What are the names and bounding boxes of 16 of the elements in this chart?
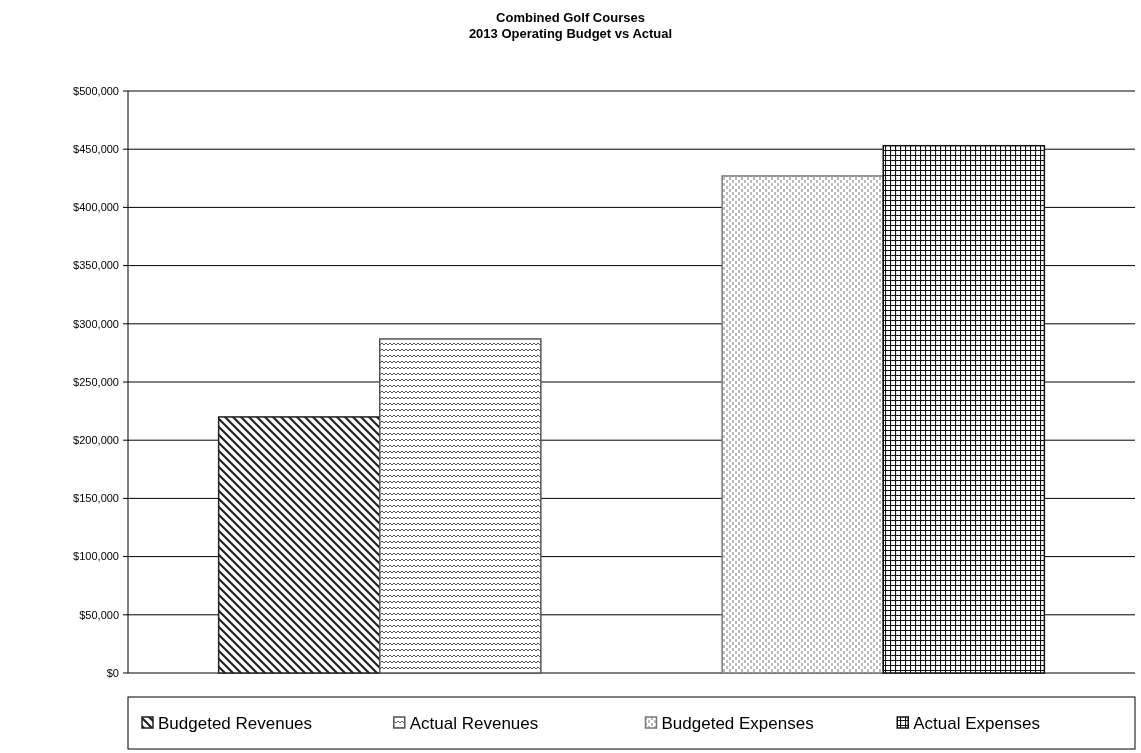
chart-title: Combined Golf Courses 2013 Operating Budget vs Actual	[468, 10, 673, 41]
y-tick-label: $200,000	[73, 434, 119, 447]
legend-label: Actual Revenues	[409, 713, 539, 733]
y-tick-label: $300,000	[73, 317, 119, 330]
y-tick-label: $100,000	[73, 550, 119, 563]
legend-label: Budgeted Revenues	[158, 713, 313, 733]
y-tick-label: $400,000	[73, 201, 119, 214]
y-tick-label: $500,000	[73, 84, 119, 97]
legend-label: Budgeted Expenses	[661, 713, 814, 733]
legend-label: Actual Expenses	[913, 713, 1040, 733]
y-tick-label: $0	[106, 666, 119, 679]
y-tick-label: $150,000	[73, 492, 119, 505]
y-tick-label: $450,000	[73, 143, 119, 156]
y-tick-label: $350,000	[73, 259, 119, 272]
y-tick-label: $50,000	[79, 608, 119, 621]
y-tick-label: $250,000	[73, 375, 119, 388]
